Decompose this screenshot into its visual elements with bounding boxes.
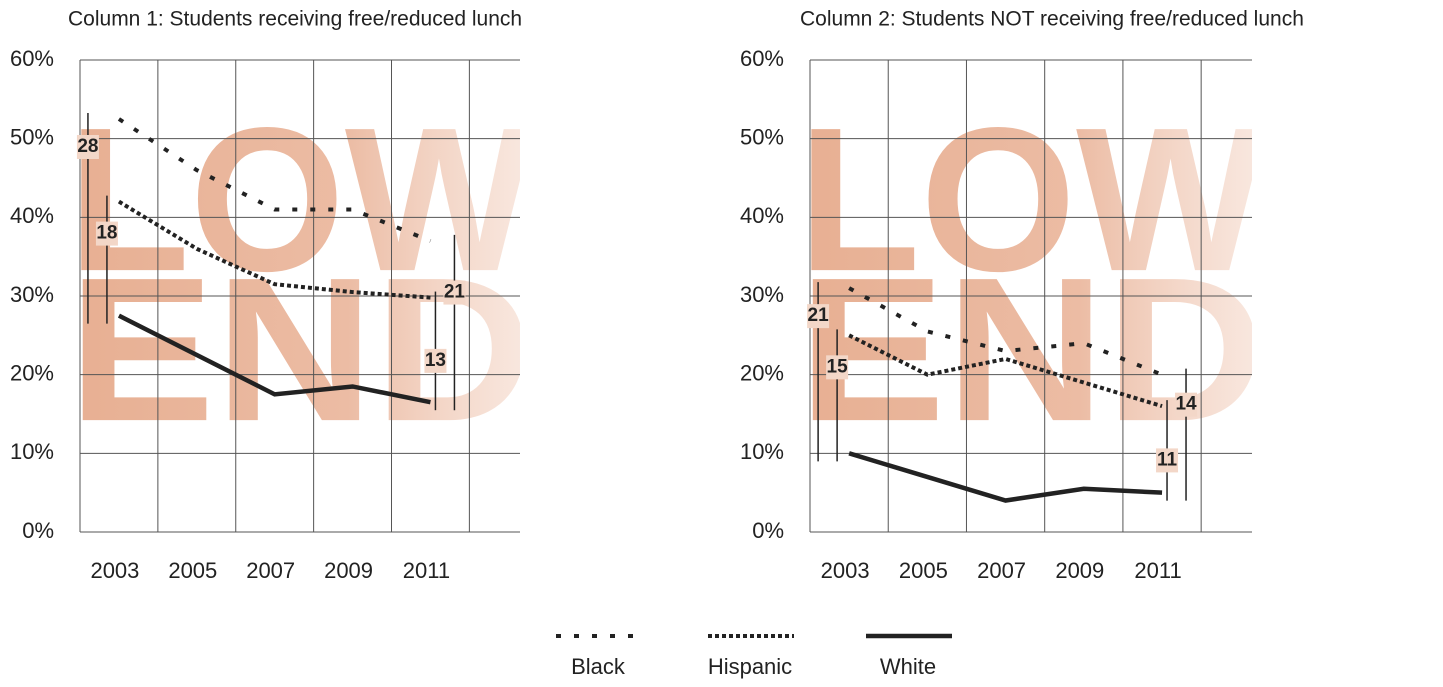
y-tick-label: 60% bbox=[10, 46, 54, 71]
series-line bbox=[117, 313, 431, 405]
gap-label: 21 bbox=[808, 305, 830, 326]
y-tick-label: 0% bbox=[22, 518, 54, 543]
y-tick-label: 20% bbox=[10, 360, 54, 385]
x-tick-label: 2007 bbox=[246, 558, 295, 583]
gap-label-bg bbox=[1156, 448, 1179, 473]
chart-title: Column 1: Students receiving free/reduce… bbox=[68, 8, 522, 31]
y-tick-label: 30% bbox=[10, 282, 54, 307]
legend-label: Hispanic bbox=[708, 654, 792, 679]
gap-label: 21 bbox=[444, 282, 466, 303]
x-tick-label: 2007 bbox=[977, 558, 1026, 583]
gap-label: 11 bbox=[1157, 449, 1178, 470]
gap-label: 13 bbox=[425, 350, 446, 371]
gap-label-bg bbox=[76, 135, 99, 159]
series-line bbox=[848, 451, 1163, 503]
chart-title: Column 2: Students NOT receiving free/re… bbox=[800, 8, 1304, 31]
gap-label-bg bbox=[1175, 392, 1198, 417]
legend-label: Black bbox=[571, 654, 626, 679]
gap-label-bg bbox=[826, 355, 849, 380]
series-line bbox=[117, 117, 432, 243]
background-word: LOW bbox=[798, 85, 1265, 314]
y-tick-label: 0% bbox=[752, 518, 784, 543]
y-tick-label: 40% bbox=[10, 203, 54, 228]
x-tick-label: 2009 bbox=[324, 558, 373, 583]
background-word: END bbox=[68, 235, 533, 464]
y-tick-label: 30% bbox=[740, 282, 784, 307]
x-tick-label: 2011 bbox=[1134, 558, 1181, 583]
y-tick-label: 60% bbox=[740, 46, 784, 71]
x-tick-label: 2009 bbox=[1055, 558, 1104, 583]
legend-label: White bbox=[880, 654, 936, 679]
x-tick-label: 2011 bbox=[403, 558, 450, 583]
series-line bbox=[848, 333, 1163, 409]
gap-label-bg bbox=[95, 221, 118, 246]
y-tick-label: 20% bbox=[740, 360, 784, 385]
series-line bbox=[117, 199, 431, 300]
background-word: END bbox=[798, 235, 1265, 464]
x-tick-label: 2005 bbox=[168, 558, 217, 583]
x-tick-label: 2003 bbox=[821, 558, 870, 583]
x-tick-label: 2003 bbox=[90, 558, 139, 583]
y-tick-label: 10% bbox=[10, 439, 54, 464]
background-word: LOW bbox=[68, 85, 533, 314]
y-tick-label: 50% bbox=[740, 124, 784, 149]
y-tick-label: 10% bbox=[740, 439, 784, 464]
x-tick-label: 2005 bbox=[899, 558, 948, 583]
gap-label-bg bbox=[807, 304, 830, 329]
gap-label-bg bbox=[424, 348, 447, 373]
gap-label: 15 bbox=[827, 356, 849, 377]
gap-label: 28 bbox=[77, 136, 98, 157]
y-tick-label: 40% bbox=[740, 203, 784, 228]
gap-label-bg bbox=[443, 280, 466, 305]
gap-label: 14 bbox=[1175, 394, 1197, 415]
gap-label: 18 bbox=[96, 223, 117, 244]
y-tick-label: 50% bbox=[10, 124, 54, 149]
